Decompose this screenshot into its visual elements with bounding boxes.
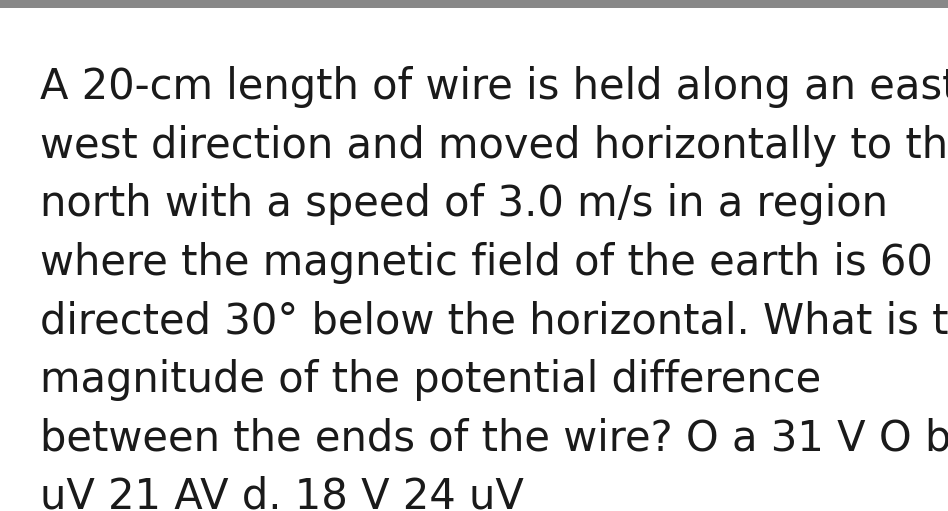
Bar (0, 0, 948, 8)
Text: A 20-cm length of wire is held along an east-
west direction and moved horizonta: A 20-cm length of wire is held along an … (40, 66, 948, 511)
